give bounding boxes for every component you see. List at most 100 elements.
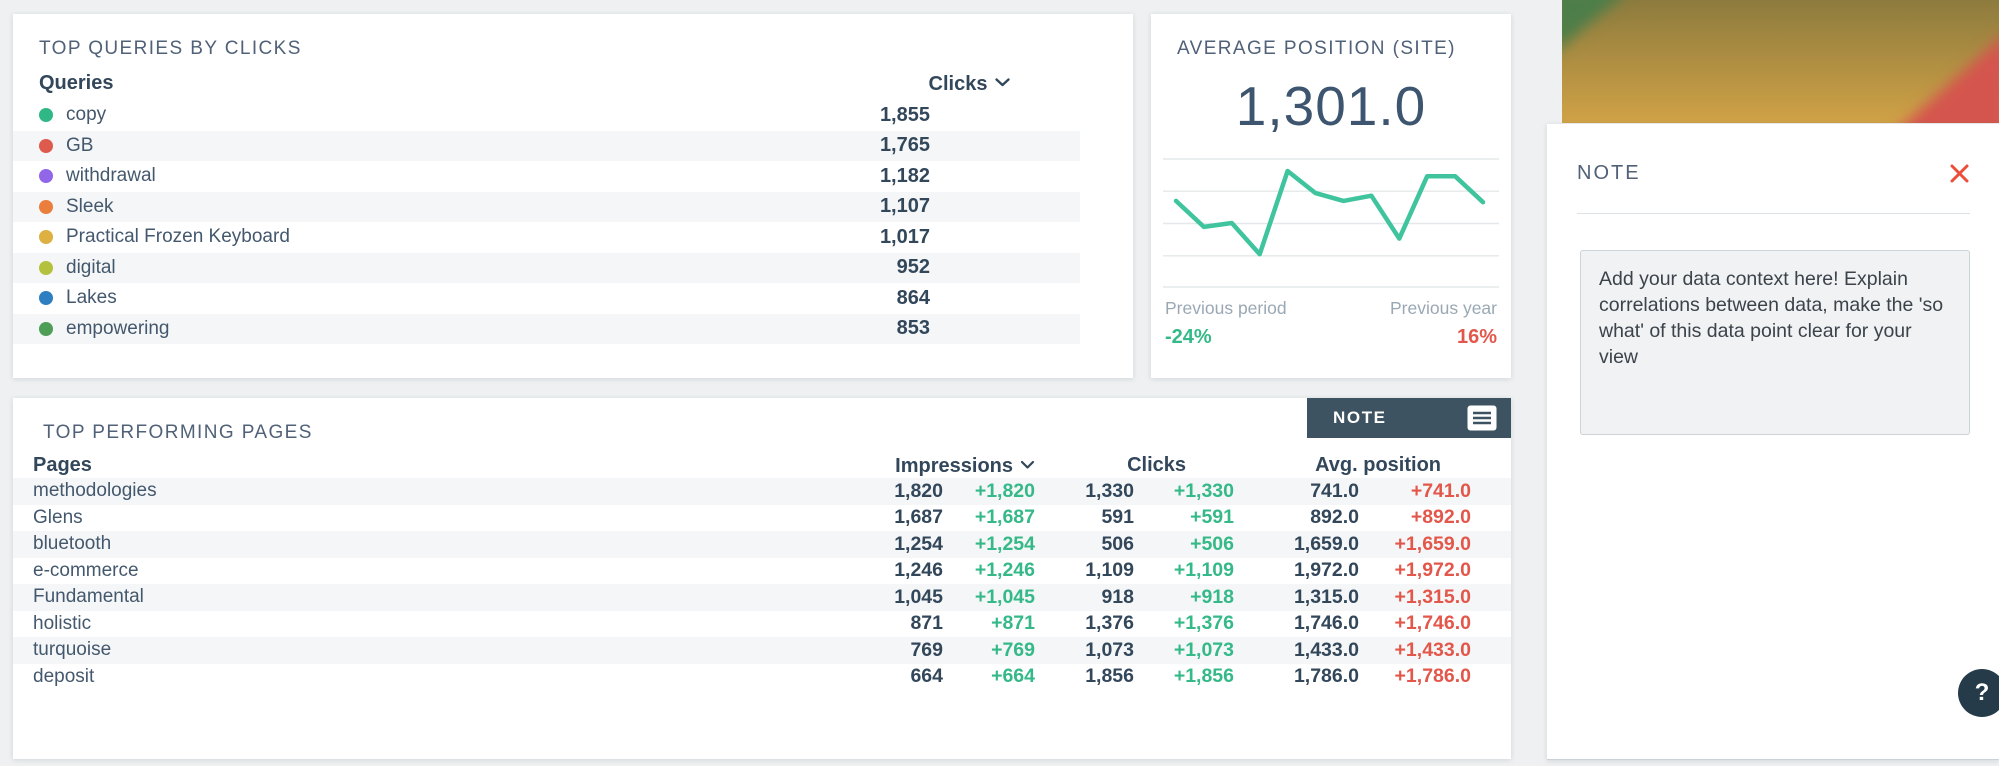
query-color-dot: [39, 108, 53, 123]
page-label: turquoise: [33, 639, 112, 661]
impressions-delta: +1,246: [974, 559, 1035, 582]
note-cover-image: [1562, 0, 1999, 123]
average-position-card: AVERAGE POSITION (SITE) 1,301.0 Previous…: [1151, 14, 1511, 378]
page-label: holistic: [33, 612, 92, 634]
query-clicks-value: 853: [896, 317, 930, 340]
table-row: methodologies 1,820 +1,820 1,330 +1,330 …: [13, 478, 1511, 505]
clicks-value: 591: [1101, 506, 1134, 529]
avg-position-delta: +1,786.0: [1394, 665, 1471, 688]
avg-position-value: 1,746.0: [1293, 612, 1359, 635]
query-label: copy: [66, 104, 107, 126]
clicks-delta: +1,376: [1173, 612, 1234, 635]
query-clicks-value: 1,855: [879, 103, 930, 126]
query-label: Lakes: [66, 287, 117, 309]
impressions-value: 664: [910, 665, 943, 688]
query-color-dot: [39, 169, 53, 184]
query-row: digital 952: [13, 252, 1080, 283]
average-position-title: AVERAGE POSITION (SITE): [1177, 38, 1456, 59]
table-row: e-commerce 1,246 +1,246 1,109 +1,109 1,9…: [13, 558, 1511, 585]
pages-header-row: Pages Impressions Clicks Avg. position: [13, 452, 1511, 478]
query-row: Practical Frozen Keyboard 1,017: [13, 222, 1080, 253]
table-row: bluetooth 1,254 +1,254 506 +506 1,659.0 …: [13, 531, 1511, 558]
avg-position-value: 741.0: [1310, 479, 1359, 502]
query-label: empowering: [66, 317, 170, 339]
avg-position-column-header: Avg. position: [1315, 453, 1441, 476]
query-color-dot: [39, 199, 53, 214]
note-sidebar: NOTE Add your data context here! Explain…: [1547, 124, 1999, 760]
table-row: Fundamental 1,045 +1,045 918 +918 1,315.…: [13, 584, 1511, 611]
avg-position-value: 1,972.0: [1293, 559, 1359, 582]
query-label: withdrawal: [66, 165, 156, 187]
top-pages-card: NOTE TOP PERFORMING PAGES Pages Impressi…: [13, 398, 1511, 759]
clicks-column-header: Clicks: [1127, 453, 1186, 476]
page-label: methodologies: [33, 480, 157, 502]
help-button-label: ?: [1974, 679, 1990, 706]
query-clicks-value: 1,765: [879, 134, 930, 157]
query-row: empowering 853: [13, 313, 1080, 344]
previous-year-value: 16%: [1456, 326, 1497, 348]
page-label: Glens: [33, 506, 83, 528]
chevron-down-icon: [994, 71, 1011, 94]
sparkline-series: [1173, 168, 1486, 257]
queries-column-header: Queries: [39, 71, 114, 94]
clicks-value: 1,856: [1085, 665, 1134, 688]
avg-position-value: 1,315.0: [1293, 585, 1359, 608]
query-row: Lakes 864: [13, 283, 1080, 314]
impressions-delta: +1,045: [974, 585, 1035, 608]
avg-position-value: 1,786.0: [1293, 665, 1359, 688]
clicks-delta: +1,330: [1173, 479, 1234, 502]
impressions-value: 1,254: [894, 532, 943, 555]
query-row: withdrawal 1,182: [13, 161, 1080, 192]
previous-year-label: Previous year: [1390, 298, 1497, 318]
queries-list: copy 1,855 GB 1,765 withdrawal 1,182 Sle…: [13, 100, 1133, 344]
impressions-delta: +871: [991, 612, 1035, 635]
impressions-delta: +769: [991, 638, 1035, 661]
query-row: Sleek 1,107: [13, 191, 1080, 222]
divider: [1577, 213, 1970, 214]
impressions-sort-header[interactable]: Impressions: [823, 453, 1035, 478]
pages-table-body: methodologies 1,820 +1,820 1,330 +1,330 …: [13, 478, 1511, 690]
query-label: digital: [66, 256, 116, 278]
query-label: Sleek: [66, 195, 114, 217]
table-row: holistic 871 +871 1,376 +1,376 1,746.0 +…: [13, 611, 1511, 638]
avg-position-delta: +1,746.0: [1394, 612, 1471, 635]
table-row: turquoise 769 +769 1,073 +1,073 1,433.0 …: [13, 637, 1511, 664]
average-position-value: 1,301.0: [1235, 75, 1427, 137]
clicks-sort-header[interactable]: Clicks: [840, 71, 1100, 96]
clicks-delta: +1,073: [1173, 638, 1234, 661]
close-icon[interactable]: [1948, 162, 1971, 185]
table-row: Glens 1,687 +1,687 591 +591 892.0 +892.0: [13, 505, 1511, 532]
previous-period-value: -24%: [1165, 326, 1212, 348]
avg-position-delta: +1,972.0: [1394, 559, 1471, 582]
query-color-dot: [39, 138, 53, 153]
clicks-delta: +591: [1190, 506, 1234, 529]
query-clicks-value: 864: [896, 286, 930, 309]
impressions-value: 769: [910, 638, 943, 661]
page-label: deposit: [33, 665, 95, 687]
clicks-value: 918: [1101, 585, 1134, 608]
impressions-value: 1,246: [894, 559, 943, 582]
page-label: e-commerce: [33, 559, 139, 581]
impressions-value: 1,045: [894, 585, 943, 608]
sparkline-chart: [1163, 158, 1499, 288]
note-textarea[interactable]: Add your data context here! Explain corr…: [1580, 250, 1970, 435]
clicks-delta: +1,856: [1173, 665, 1234, 688]
previous-period-label: Previous period: [1165, 298, 1287, 318]
clicks-delta: +1,109: [1173, 559, 1234, 582]
pages-column-header: Pages: [33, 453, 92, 476]
query-color-dot: [39, 291, 53, 306]
avg-position-value: 892.0: [1310, 506, 1359, 529]
avg-position-value: 1,433.0: [1293, 638, 1359, 661]
query-color-dot: [39, 230, 53, 245]
clicks-value: 506: [1101, 532, 1134, 555]
clicks-delta: +918: [1190, 585, 1234, 608]
queries-header-row: Queries Clicks: [13, 66, 1080, 100]
query-row: copy 1,855: [13, 100, 1080, 131]
chevron-down-icon: [1020, 453, 1035, 476]
note-button[interactable]: NOTE: [1307, 398, 1511, 438]
help-button[interactable]: ?: [1958, 669, 1999, 717]
table-row: deposit 664 +664 1,856 +1,856 1,786.0 +1…: [13, 664, 1511, 691]
note-panel-title: NOTE: [1577, 162, 1641, 184]
avg-position-delta: +741.0: [1410, 479, 1471, 502]
